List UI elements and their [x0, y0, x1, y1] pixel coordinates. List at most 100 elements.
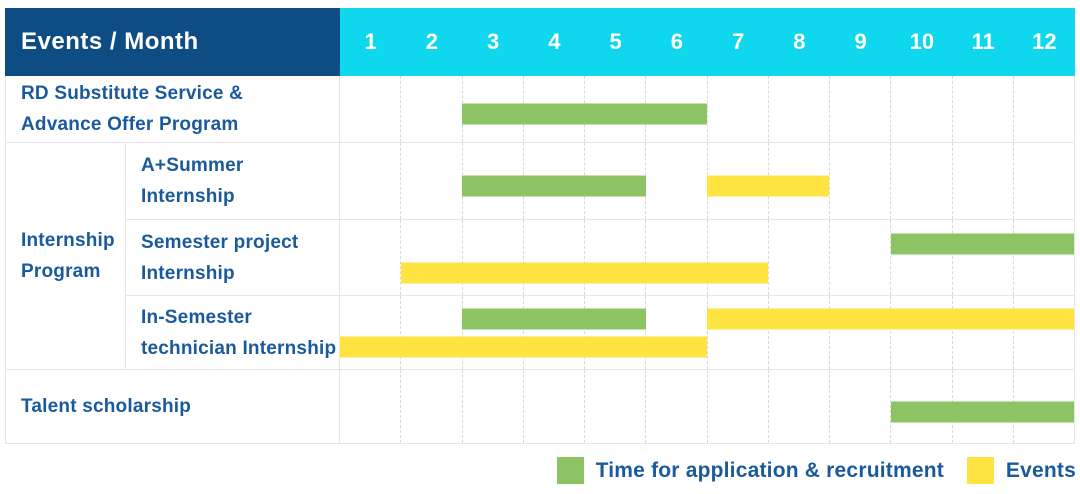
month-grid-column	[400, 220, 461, 295]
month-grid-column	[829, 76, 890, 142]
month-grid-column	[951, 296, 1013, 369]
month-grid-column	[645, 143, 706, 219]
chart-cell	[340, 143, 1074, 219]
row-label: In-Semester technician Internship	[126, 296, 340, 369]
chart-cell	[340, 296, 1074, 369]
month-label: 10	[909, 29, 935, 54]
month-grid-column	[400, 370, 461, 443]
month-grid-column	[522, 220, 584, 295]
month-grid-column	[890, 143, 951, 219]
month-label: 5	[609, 29, 622, 54]
month-label: 8	[793, 29, 806, 54]
month-grid-column	[767, 220, 829, 295]
label-line: RD Substitute Service &	[21, 83, 244, 104]
month-grid-column	[400, 296, 461, 369]
event-bar	[707, 308, 1074, 330]
month-grid-column	[461, 220, 523, 295]
gantt-table: Events / Month 1 2 3 4 5 6 7 8 9 10 11 12 RD Substi…	[5, 8, 1075, 444]
group-rows: A+Summer Internship Semester project Intern…	[126, 143, 1074, 369]
month-grid-column	[706, 296, 768, 369]
month-grid-column	[1012, 296, 1074, 369]
month-grid-column	[340, 296, 400, 369]
recruitment-legend-swatch	[556, 457, 584, 484]
month-grid-column	[340, 370, 400, 443]
month-grid-column	[522, 370, 584, 443]
month-label: 9	[854, 29, 867, 54]
label-line: Internship	[141, 262, 235, 284]
row-label: A+Summer Internship	[126, 143, 340, 219]
month-label: 3	[487, 29, 500, 54]
recruitment-bar	[890, 233, 1074, 255]
month-grid-column	[829, 296, 890, 369]
month-label: 12	[1032, 29, 1057, 54]
month-grid-column	[706, 76, 768, 142]
label-line: Internship	[21, 230, 115, 251]
month-label: 7	[732, 29, 745, 54]
month-grid-column	[461, 370, 523, 443]
month-grid-column	[645, 220, 706, 295]
month-grid-column	[584, 370, 645, 443]
month-grid-column	[829, 220, 890, 295]
month-label: 6	[670, 29, 683, 54]
event-bar	[707, 175, 830, 197]
events-month-header: Events / Month	[5, 8, 340, 76]
legend-label: Events	[1005, 458, 1076, 482]
table-row: Semester project Internship	[126, 219, 1074, 295]
label-line: Program	[21, 261, 101, 282]
month-grid-column	[400, 76, 461, 142]
month-grid-column	[951, 76, 1013, 142]
month-grid-column	[1012, 76, 1074, 142]
table-row: In-Semester technician Internship	[126, 295, 1074, 369]
month-grid-column	[767, 76, 829, 142]
month-grid-column	[645, 370, 706, 443]
month-grid-column	[1012, 143, 1074, 219]
label-line: A+Summer	[141, 155, 244, 176]
month-grid-column	[584, 296, 645, 369]
month-grid-column	[340, 220, 400, 295]
event-bar	[340, 336, 707, 358]
month-grid-column	[951, 143, 1013, 219]
recruitment-bar	[462, 308, 646, 330]
label-line: Advance Offer Program	[21, 114, 239, 135]
table-header-row: Events / Month 1 2 3 4 5 6 7 8 9 10 11 12	[5, 8, 1075, 76]
label-line: Talent scholarship	[21, 396, 192, 417]
recruitment-bar	[890, 401, 1074, 423]
chart-cell	[340, 76, 1074, 142]
month-grid-column	[767, 296, 829, 369]
row-label: Talent scholarship	[6, 370, 340, 443]
recruitment-bar	[462, 103, 707, 125]
chart-cell	[340, 370, 1074, 443]
month-grid-column	[706, 370, 768, 443]
month-grid-column	[951, 220, 1013, 295]
table-row: RD Substitute Service & Advance Offer Pro…	[6, 76, 1074, 142]
row-label: RD Substitute Service & Advance Offer Pro…	[6, 76, 340, 142]
month-grid-column	[706, 220, 768, 295]
month-label: 4	[548, 29, 561, 54]
month-grid-column	[1012, 220, 1074, 295]
month-grid-column	[829, 370, 890, 443]
group-label: Internship Program	[6, 143, 126, 369]
month-grid-column	[461, 143, 523, 219]
event-bar	[401, 262, 769, 283]
month-grid-column	[767, 370, 829, 443]
month-grid-column	[890, 220, 951, 295]
month-grid-column	[584, 220, 645, 295]
month-grid-column	[461, 296, 523, 369]
chart-cell	[340, 220, 1074, 295]
table-group-row: Internship Program A+Summer Internship Semes…	[6, 142, 1074, 369]
month-header: 1 2 3 4 5 6 7 8 9 10 11 12	[340, 8, 1075, 76]
table-row: Talent scholarship	[6, 369, 1074, 443]
month-grid-column	[340, 76, 400, 142]
month-grid-column	[522, 296, 584, 369]
table-body: RD Substitute Service & Advance Offer Pro…	[5, 76, 1075, 444]
label-line: In-Semester	[141, 306, 252, 328]
recruitment-bar	[462, 175, 646, 197]
month-label: 11	[971, 29, 995, 54]
legend-label: Time for application & recruitment	[595, 458, 944, 482]
month-grid-column	[890, 296, 951, 369]
label-line: Semester project	[141, 231, 299, 253]
event-legend-swatch	[966, 457, 994, 484]
month-grid-column	[890, 76, 951, 142]
row-label: Semester project Internship	[126, 220, 340, 295]
